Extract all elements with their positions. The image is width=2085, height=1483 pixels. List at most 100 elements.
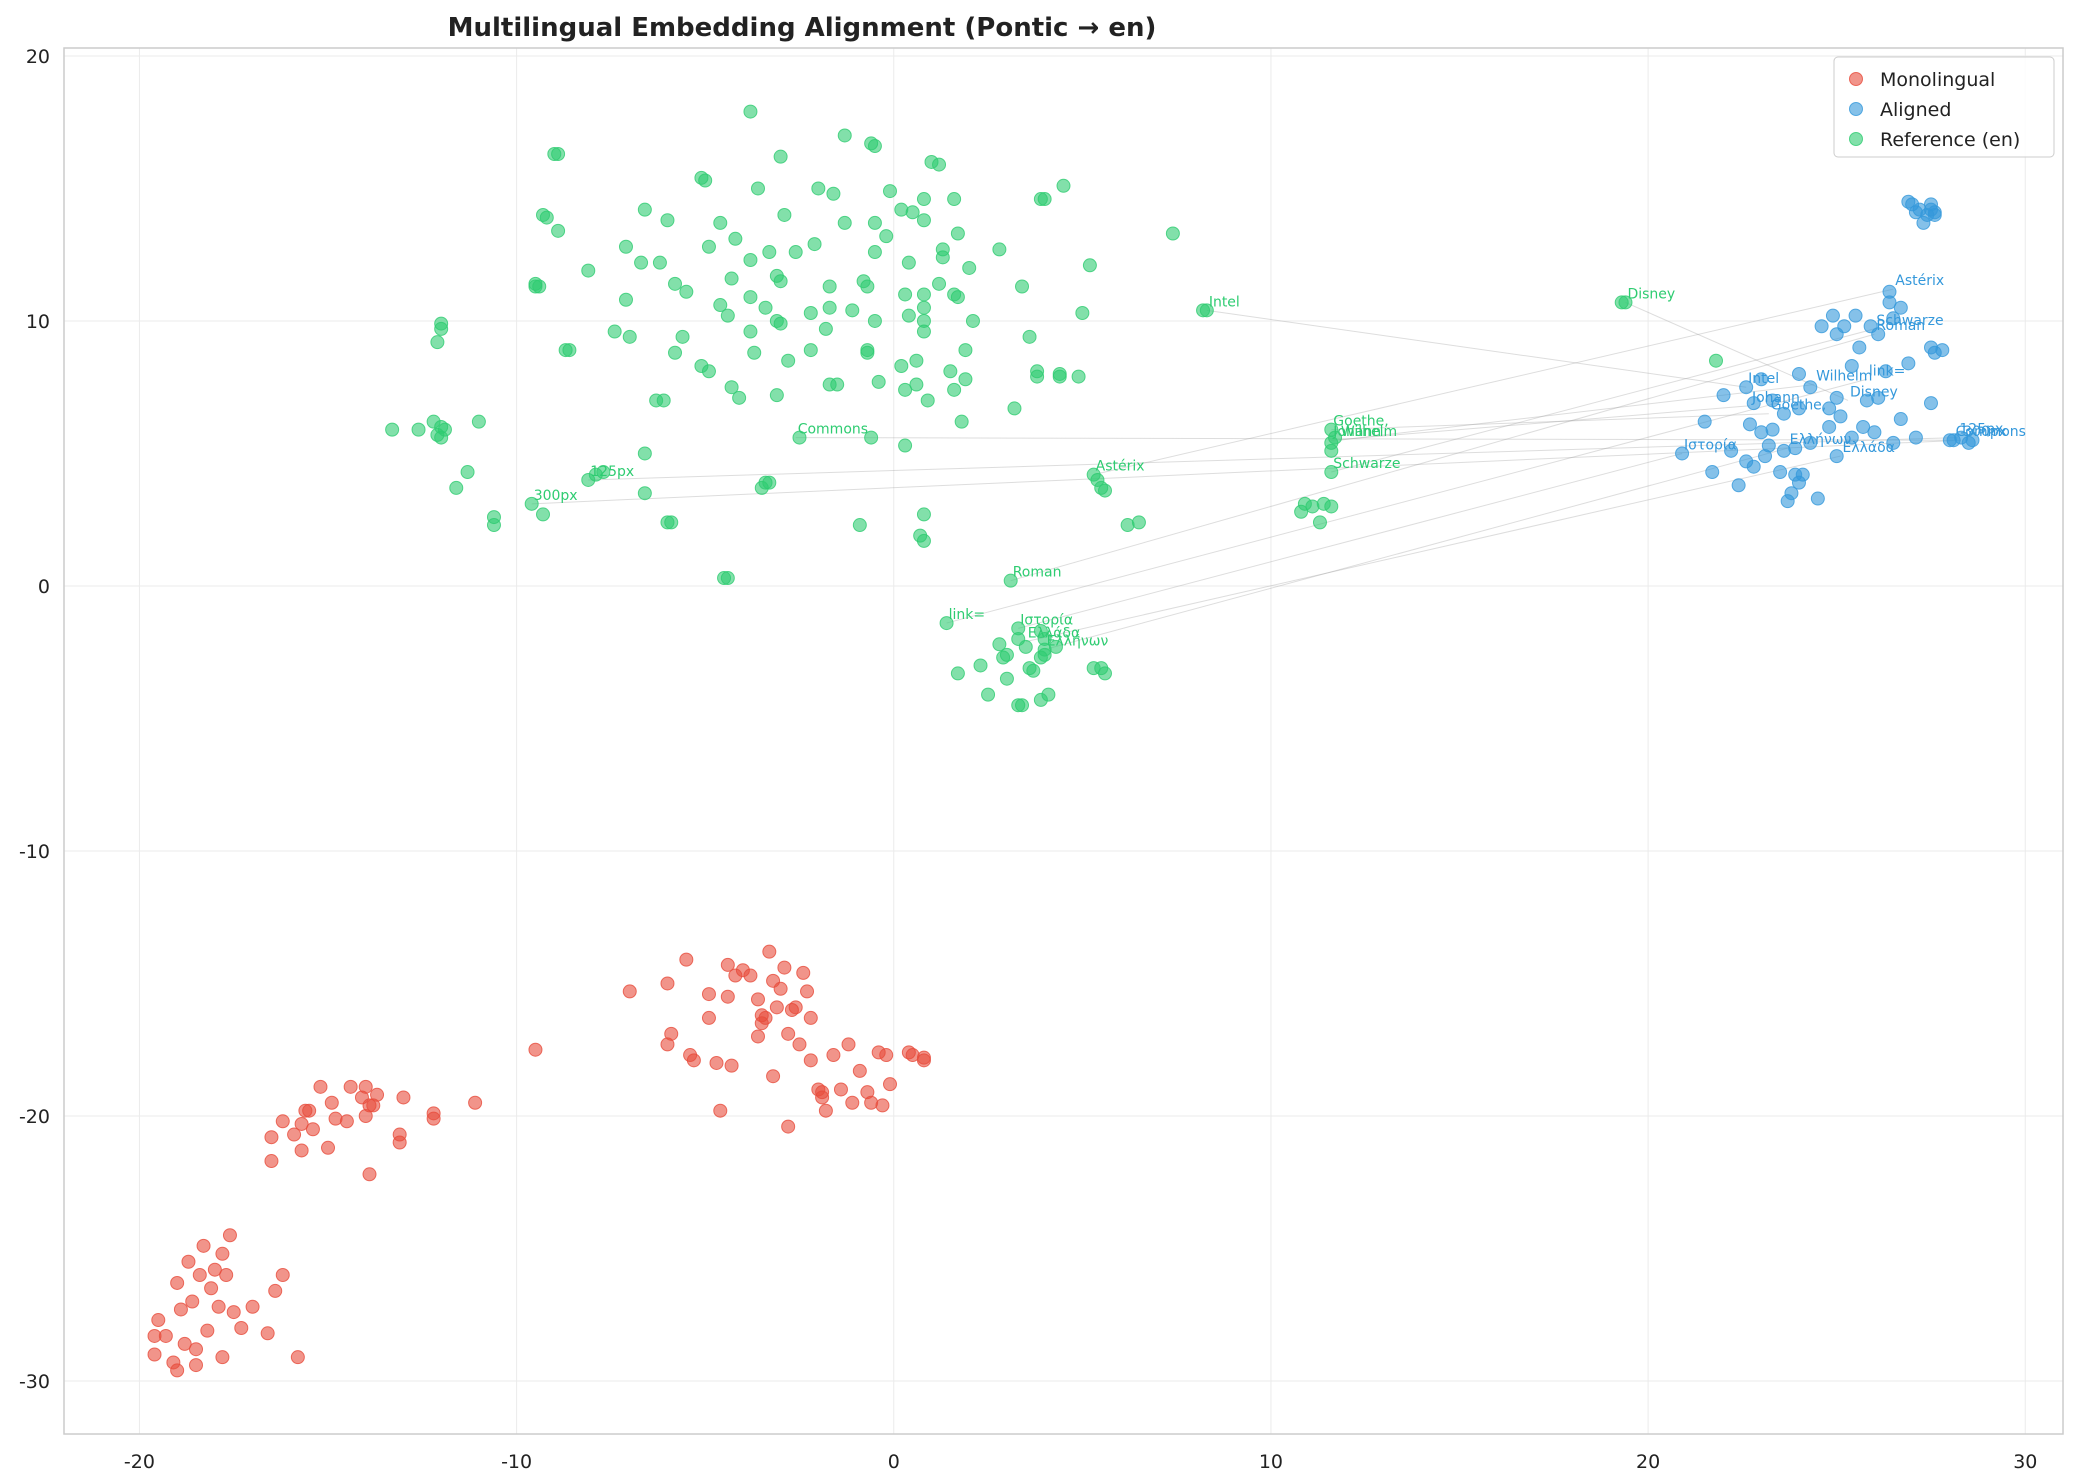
scatter-point: [958, 372, 973, 387]
scatter-point: [634, 255, 649, 270]
alignment-link: [1206, 309, 1747, 388]
scatter-point: [637, 486, 652, 501]
scatter-point: [226, 1305, 241, 1320]
scatter-point: [860, 279, 875, 294]
scatter-point: [743, 104, 758, 119]
scatter-point: [430, 335, 445, 350]
alignment-link: [1025, 455, 1841, 643]
scatter-point: [1803, 380, 1818, 395]
alignment-links: [531, 288, 1962, 651]
point-label: Astérix: [1096, 459, 1145, 475]
scatter-point: [698, 173, 713, 188]
scatter-point: [1893, 412, 1908, 427]
scatter-point: [1618, 295, 1633, 310]
scatter-point: [652, 255, 667, 270]
scatter-point: [781, 1119, 796, 1134]
scatter-point: [215, 1350, 230, 1365]
scatter-point: [792, 1037, 807, 1052]
scatter-point: [1120, 518, 1135, 533]
scatter-point: [811, 181, 826, 196]
y-tick-label: 0: [38, 576, 50, 598]
scatter-point: [170, 1363, 185, 1378]
scatter-point: [1761, 438, 1776, 453]
scatter-point: [992, 242, 1007, 257]
x-tick-label: -20: [124, 1451, 155, 1473]
scatter-point: [1030, 369, 1045, 384]
scatter-point: [1022, 329, 1037, 344]
scatter-point: [916, 192, 931, 207]
scatter-point: [1056, 178, 1071, 193]
scatter-point: [185, 1294, 200, 1309]
scatter-point: [947, 382, 962, 397]
scatter-point: [800, 984, 815, 999]
scatter-point: [754, 480, 769, 495]
scatter-point: [1324, 465, 1339, 480]
scatter-point: [1773, 465, 1788, 480]
scatter-point: [1716, 388, 1731, 403]
aligned-point-label: Disney: [1850, 384, 1898, 400]
scatter-point: [305, 1122, 320, 1137]
scatter-point: [1746, 396, 1761, 411]
scatter-point: [879, 1048, 894, 1063]
scatter-point: [294, 1116, 309, 1131]
scatter-point: [803, 343, 818, 358]
scatter-point: [1871, 390, 1886, 405]
scatter-point: [618, 239, 633, 254]
scatter-point: [724, 271, 739, 286]
scatter-point: [1776, 406, 1791, 421]
scatter-point: [947, 192, 962, 207]
scatter-point: [302, 1103, 317, 1118]
scatter-point: [558, 343, 573, 358]
legend-label: Monolingual: [1880, 69, 1995, 91]
scatter-point: [679, 284, 694, 299]
chart-title: Multilingual Embedding Alignment (Pontic…: [448, 13, 1157, 43]
scatter-point: [867, 215, 882, 230]
point-label: 300px: [534, 488, 578, 504]
scatter-point: [875, 1098, 890, 1113]
scatter-point: [358, 1079, 373, 1094]
scatter-point: [207, 1262, 222, 1277]
scatter-point: [1886, 311, 1901, 326]
scatter-point: [792, 430, 807, 445]
scatter-point: [796, 965, 811, 980]
scatter-point: [275, 1267, 290, 1282]
point-label: Johann: [1332, 424, 1381, 440]
x-tick-label: 20: [1636, 1451, 1660, 1473]
scatter-point: [898, 438, 913, 453]
scatter-point: [883, 1077, 898, 1092]
scatter-point: [264, 1154, 279, 1169]
scatter-point: [287, 1127, 302, 1142]
scatter-point: [747, 345, 762, 360]
aligned-point-label: Johann: [1751, 390, 1800, 406]
scatter-point: [769, 388, 784, 403]
scatter-point: [668, 276, 683, 291]
scatter-point: [668, 345, 683, 360]
scatter-point: [773, 316, 788, 331]
scatter-point: [777, 207, 792, 222]
scatter-point: [1131, 515, 1146, 530]
point-label: 125px: [590, 464, 634, 480]
scatter-point: [1015, 279, 1030, 294]
scatter-point: [822, 279, 837, 294]
scatter-point: [675, 329, 690, 344]
scatter-point: [1165, 226, 1180, 241]
scatter-point: [264, 1130, 279, 1145]
scatter-point: [743, 324, 758, 339]
scatter-point: [219, 1267, 234, 1282]
scatter-point: [1312, 515, 1327, 530]
scatter-point: [788, 245, 803, 260]
alignment-link: [795, 437, 1954, 441]
aligned-point-label: 125px: [1959, 422, 2003, 438]
scatter-point: [343, 1079, 358, 1094]
scatter-point: [1052, 369, 1067, 384]
scatter-point: [192, 1267, 207, 1282]
scatter-point: [965, 313, 980, 328]
scatter-point: [1908, 430, 1923, 445]
scatter-point: [656, 393, 671, 408]
scatter-point: [170, 1275, 185, 1290]
legend-label: Reference (en): [1880, 129, 2020, 151]
scatter-point: [528, 279, 543, 294]
scatter-point: [385, 422, 400, 437]
scatter-point: [551, 223, 566, 238]
scatter-point: [449, 480, 464, 495]
